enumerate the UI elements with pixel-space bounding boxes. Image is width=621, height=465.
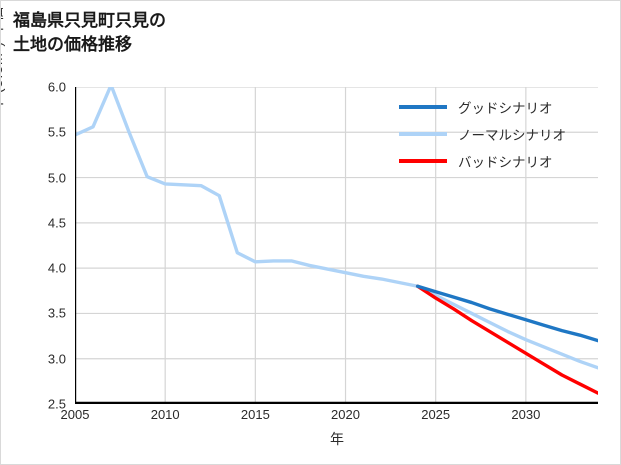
series-line-バッドシナリオ xyxy=(415,284,598,395)
x-tick-label: 2015 xyxy=(240,407,270,422)
legend-item: グッドシナリオ xyxy=(399,93,609,120)
legend-swatch xyxy=(399,104,447,109)
gridlines xyxy=(75,87,598,404)
y-tick-label: 5.5 xyxy=(47,124,66,140)
plot-area xyxy=(75,87,598,404)
legend-label: バッドシナリオ xyxy=(458,154,553,170)
y-tick-label: 4.0 xyxy=(47,260,66,276)
x-tick-label: 2025 xyxy=(421,407,451,422)
y-tick-label: 2.5 xyxy=(47,396,66,412)
chart-canvas xyxy=(75,87,598,404)
y-tick-label: 3.5 xyxy=(47,305,66,321)
chart-title: 福島県只見町只見の 土地の価格推移 xyxy=(13,11,166,55)
series-line-グッドシナリオ xyxy=(415,284,598,343)
data-series-group xyxy=(75,87,598,395)
chart-legend: グッドシナリオ ノーマルシナリオ バッドシナリオ xyxy=(399,93,609,174)
y-tick-label: 5.0 xyxy=(47,170,66,186)
x-tick-label: 2005 xyxy=(60,407,90,422)
x-axis-label: 年 xyxy=(330,431,344,447)
x-tick-label: 2020 xyxy=(331,407,360,422)
legend-item: ノーマルシナリオ xyxy=(399,120,609,147)
x-tick-label: 2030 xyxy=(511,407,541,422)
legend-item: バッドシナリオ xyxy=(399,147,609,174)
legend-swatch xyxy=(399,131,447,136)
series-line-ノーマルシナリオ xyxy=(75,87,598,370)
y-tick-label: 3.0 xyxy=(47,351,66,367)
x-tick-label: 2010 xyxy=(150,407,180,422)
y-tick-label: 4.5 xyxy=(47,215,66,231)
legend-swatch xyxy=(399,158,447,163)
y-axis-label: 坪 (3.3m²) 単価 (万円) xyxy=(0,1,5,113)
y-tick-label: 6.0 xyxy=(47,79,66,95)
legend-label: グッドシナリオ xyxy=(458,100,553,116)
legend-label: ノーマルシナリオ xyxy=(458,127,566,143)
